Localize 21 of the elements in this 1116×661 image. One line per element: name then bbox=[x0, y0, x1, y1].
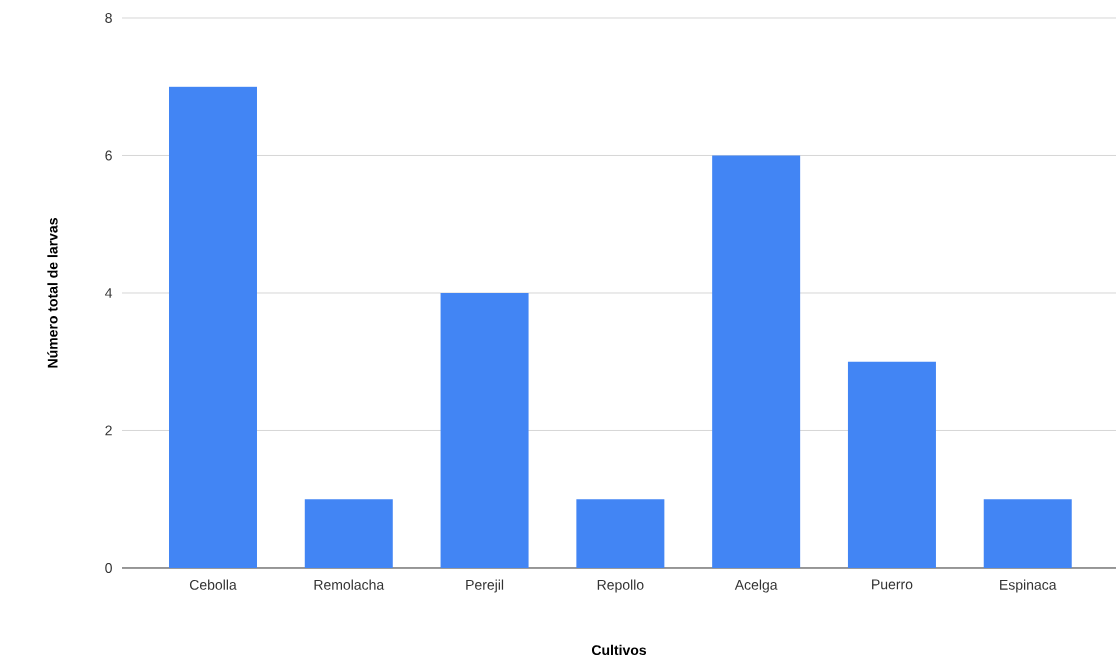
bar bbox=[440, 292, 529, 568]
y-tick-label: 2 bbox=[105, 425, 112, 436]
bar bbox=[168, 86, 257, 568]
x-tick-label: Repollo bbox=[597, 579, 644, 593]
x-tick-label: Puerro bbox=[872, 579, 913, 590]
y-tick-label: 8 bbox=[105, 13, 112, 23]
bar bbox=[304, 499, 393, 568]
y-tick-label: 4 bbox=[105, 288, 113, 298]
bar bbox=[712, 155, 801, 568]
bar bbox=[847, 361, 936, 568]
bar bbox=[983, 499, 1072, 568]
y-tick-label: 0 bbox=[105, 563, 112, 573]
x-axis-title: Cultivos bbox=[591, 644, 647, 656]
y-axis-title: Número total de larvas bbox=[47, 218, 58, 368]
bar bbox=[576, 499, 665, 568]
y-tick-label: 6 bbox=[105, 150, 112, 161]
x-tick-label: Espinaca bbox=[1000, 579, 1057, 593]
x-tick-label: Cebolla bbox=[189, 579, 237, 590]
x-tick-label: Remolacha bbox=[314, 579, 385, 590]
x-tick-label: Acelga bbox=[734, 579, 778, 593]
x-tick-label: Perejil bbox=[466, 579, 504, 593]
